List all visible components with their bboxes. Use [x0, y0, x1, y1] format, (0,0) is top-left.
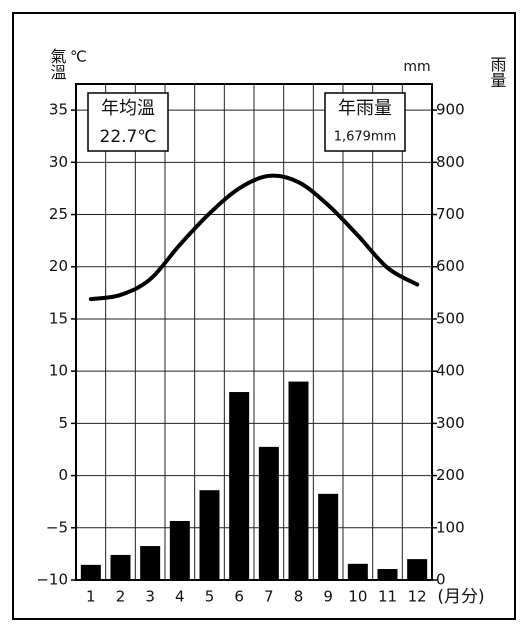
temperature-line	[88, 173, 420, 302]
y-tick-label: 35	[49, 101, 68, 119]
bar	[80, 564, 101, 580]
x-axis-label: (月分)	[437, 587, 484, 607]
annotation-title: 年雨量	[338, 98, 392, 119]
x-tick-label: 5	[205, 588, 215, 606]
y2-tick-label: 200	[436, 466, 465, 484]
y-axis-label: 氣溫	[48, 48, 67, 80]
x-tick-label: 7	[264, 588, 274, 606]
bar	[169, 521, 190, 580]
y-tick-label: 20	[49, 257, 68, 275]
y-tick-label: −5	[46, 518, 68, 536]
annotation-title: 年均溫	[101, 98, 155, 119]
y-tick-label: 25	[49, 205, 68, 223]
bar	[110, 554, 131, 580]
y2-tick-label: 700	[436, 205, 465, 223]
bar	[318, 493, 339, 580]
annotation-text: 1,679mm	[334, 130, 397, 145]
x-tick-label: 12	[408, 588, 427, 606]
bar	[288, 381, 309, 580]
y2-tick-label: 400	[436, 362, 465, 380]
x-tick-label: 4	[175, 588, 185, 606]
y-tick-label: 30	[49, 153, 68, 171]
annotation-text: 22.7℃	[100, 127, 157, 147]
annotation-box	[324, 92, 406, 152]
y-tick-label: 0	[58, 466, 68, 484]
plot-frame	[75, 83, 433, 581]
y2-tick-label: 100	[436, 518, 465, 536]
y2-tick-label: 300	[436, 414, 465, 432]
bar	[347, 563, 368, 580]
y2-tick-label: 800	[436, 153, 465, 171]
y2-tick-label: 500	[436, 309, 465, 327]
bar	[229, 392, 250, 580]
y2-tick-label: 900	[436, 101, 465, 119]
x-tick-label: 8	[294, 588, 304, 606]
y-axis-unit: ℃	[70, 48, 87, 66]
bar	[258, 446, 279, 580]
annotation-box	[87, 92, 169, 152]
x-tick-label: 1	[86, 588, 96, 606]
bar	[140, 546, 161, 580]
y2-tick-label: 600	[436, 257, 465, 275]
y2-tick-label: 0	[436, 571, 446, 589]
x-tick-label: 6	[234, 588, 244, 606]
x-tick-label: 3	[145, 588, 155, 606]
y2-axis-label: 雨量	[488, 56, 507, 88]
x-tick-label: 9	[323, 588, 333, 606]
x-tick-label: 2	[116, 588, 126, 606]
y-tick-label: 5	[58, 414, 68, 432]
y-tick-label: −10	[36, 571, 68, 589]
bar	[199, 490, 220, 580]
x-tick-label: 10	[348, 588, 367, 606]
x-tick-label: 11	[378, 588, 397, 606]
bar	[377, 569, 398, 580]
y-tick-label: 15	[49, 309, 68, 327]
outer-frame	[12, 12, 516, 620]
bar	[407, 559, 428, 580]
y2-axis-unit: mm	[403, 59, 430, 75]
y-tick-label: 10	[49, 362, 68, 380]
